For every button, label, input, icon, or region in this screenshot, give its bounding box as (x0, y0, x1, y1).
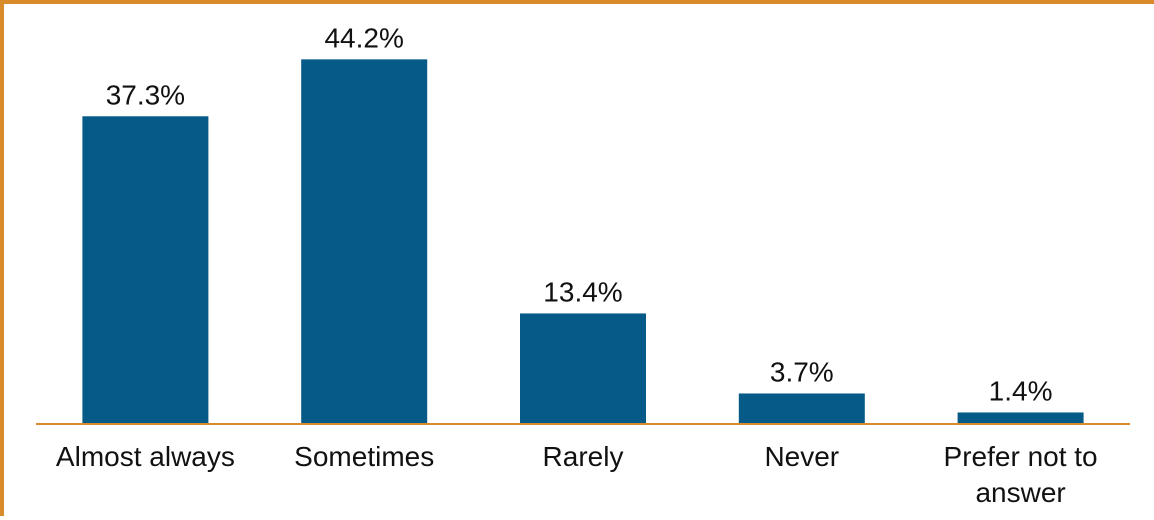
category-label-line: Rarely (543, 441, 624, 472)
category-label-line: Almost always (56, 441, 235, 472)
value-label-sometimes: 44.2% (324, 22, 403, 53)
bar-never (739, 393, 865, 424)
value-label-almost-always: 37.3% (106, 79, 185, 110)
bar-sometimes (301, 59, 427, 424)
bar-almost-always (82, 116, 208, 424)
category-label-never: Never (764, 441, 839, 472)
category-label-line: Sometimes (294, 441, 434, 472)
category-labels-group: Almost always Sometimes Rarely Never Prefer … (56, 441, 1098, 508)
category-label-rarely: Rarely (543, 441, 624, 472)
category-label-line: Never (764, 441, 839, 472)
bar-prefer-not-to-answer (958, 412, 1084, 424)
value-label-prefer-not-to-answer: 1.4% (989, 375, 1053, 406)
category-label-prefer-not-to-answer: Prefer not to answer (944, 441, 1098, 508)
bar-rarely (520, 313, 646, 424)
value-label-rarely: 13.4% (543, 276, 622, 307)
value-label-never: 3.7% (770, 356, 834, 387)
category-label-almost-always: Almost always (56, 441, 235, 472)
bars-group (82, 59, 1083, 424)
category-label-sometimes: Sometimes (294, 441, 434, 472)
category-label-line: Prefer not to (944, 441, 1098, 472)
category-label-line: answer (975, 477, 1065, 508)
bar-chart: 37.3% 44.2% 13.4% 3.7% 1.4% Almost always Som… (4, 4, 1154, 520)
